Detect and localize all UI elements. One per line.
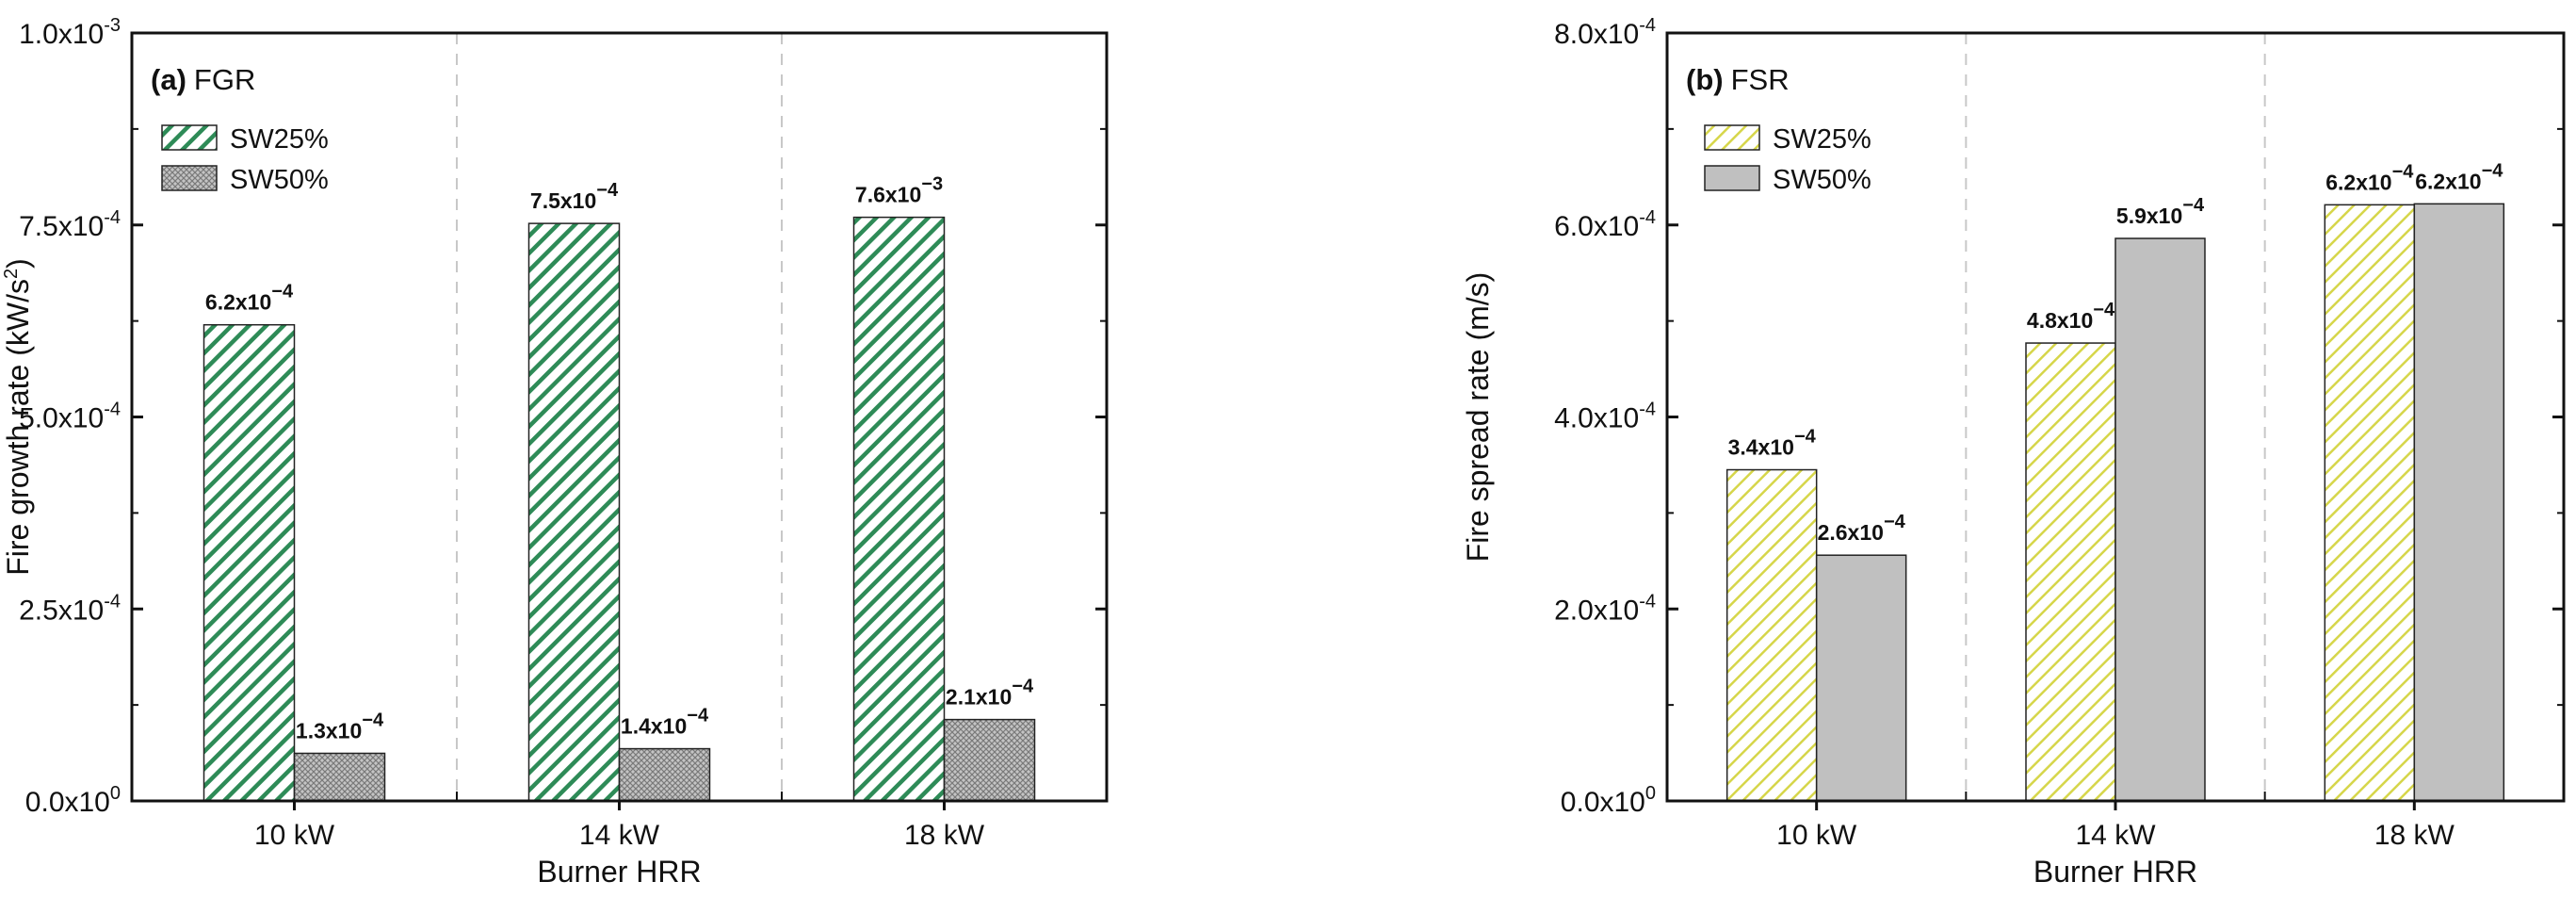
- x-tick-label: 14 kW: [2075, 820, 2156, 851]
- panel-a-fgr-chart: 6.2x10−4 7.5x10−4 7.6x10−3 1.3x10−4 1.4x10−4…: [1, 15, 1109, 889]
- data-label: 2.1x10−4: [946, 677, 1034, 710]
- data-label: 6.2x10−4: [2415, 160, 2503, 193]
- bar-sw50pct-14kw: [618, 747, 711, 802]
- legend-swatch: [1704, 124, 1760, 151]
- data-label: 3.4x10−4: [1728, 427, 1817, 460]
- y-axis-label: Fire spread rate (m/s): [1461, 272, 1495, 563]
- y-tick-label: 1.0x10-3: [19, 15, 121, 50]
- legend-label: SW25%: [1773, 124, 1871, 155]
- bar-sw50pct-10kw: [1815, 554, 1907, 802]
- data-label: 7.5x10−4: [530, 180, 619, 213]
- legend-swatch: [161, 165, 218, 191]
- legend-label: SW50%: [1773, 165, 1871, 195]
- data-label: 7.6x10−3: [855, 174, 943, 207]
- bar-sw25pct-10kw: [203, 323, 296, 802]
- y-axis-label: Fire growth rate (kW/s2): [1, 258, 35, 576]
- data-label: 4.8x10−4: [2027, 300, 2115, 333]
- bar-sw50pct-18kw: [2413, 203, 2505, 802]
- y-tick-label: 2.5x10-4: [19, 591, 121, 626]
- x-axis-label: Burner HRR: [537, 855, 701, 889]
- y-tick-label: 0.0x100: [25, 783, 121, 818]
- legend-label: SW50%: [230, 165, 329, 195]
- data-label: 5.9x10−4: [2116, 195, 2205, 228]
- bar-sw25pct-14kw: [527, 222, 621, 802]
- y-tick-label: 6.0x10-4: [1554, 207, 1656, 242]
- y-tick-label: 5.0x10-4: [19, 400, 121, 434]
- legend-swatch: [161, 124, 218, 151]
- bar-sw50pct-10kw: [293, 752, 386, 802]
- panel-title: (b) FSR: [1686, 63, 1790, 96]
- x-tick-label: 14 kW: [579, 820, 660, 851]
- data-label: 1.3x10−4: [296, 710, 384, 743]
- bar-sw50pct-14kw: [2114, 237, 2206, 802]
- x-tick-label: 10 kW: [1776, 820, 1857, 851]
- data-label: 6.2x10−4: [2325, 161, 2414, 194]
- x-tick-label: 18 kW: [904, 820, 985, 851]
- y-tick-label: 7.5x10-4: [19, 207, 121, 242]
- data-label: 1.4x10−4: [621, 706, 709, 739]
- data-label: 2.6x10−4: [1818, 512, 1906, 545]
- bar-sw25pct-18kw: [2324, 204, 2416, 802]
- legend-swatch: [1704, 165, 1760, 191]
- legend-label: SW25%: [230, 124, 329, 155]
- y-tick-label: 4.0x10-4: [1554, 400, 1656, 434]
- y-tick-label: 2.0x10-4: [1554, 591, 1656, 626]
- data-label: 6.2x10−4: [205, 282, 294, 315]
- panel-b-fsr-chart: 3.4x10−4 4.8x10−4 6.2x10−4 2.6x10−4 5.9x10−4…: [1461, 15, 2566, 889]
- x-axis-label: Burner HRR: [2033, 855, 2197, 889]
- x-tick-label: 18 kW: [2374, 820, 2455, 851]
- panel-title: (a) FGR: [151, 63, 255, 96]
- y-tick-label: 0.0x100: [1561, 783, 1656, 818]
- y-tick-label: 8.0x10-4: [1554, 15, 1656, 50]
- bar-sw25pct-18kw: [852, 216, 946, 802]
- x-tick-label: 10 kW: [254, 820, 335, 851]
- bar-sw25pct-14kw: [2025, 342, 2116, 802]
- bar-sw25pct-10kw: [1725, 468, 1818, 802]
- bar-sw50pct-18kw: [943, 718, 1036, 802]
